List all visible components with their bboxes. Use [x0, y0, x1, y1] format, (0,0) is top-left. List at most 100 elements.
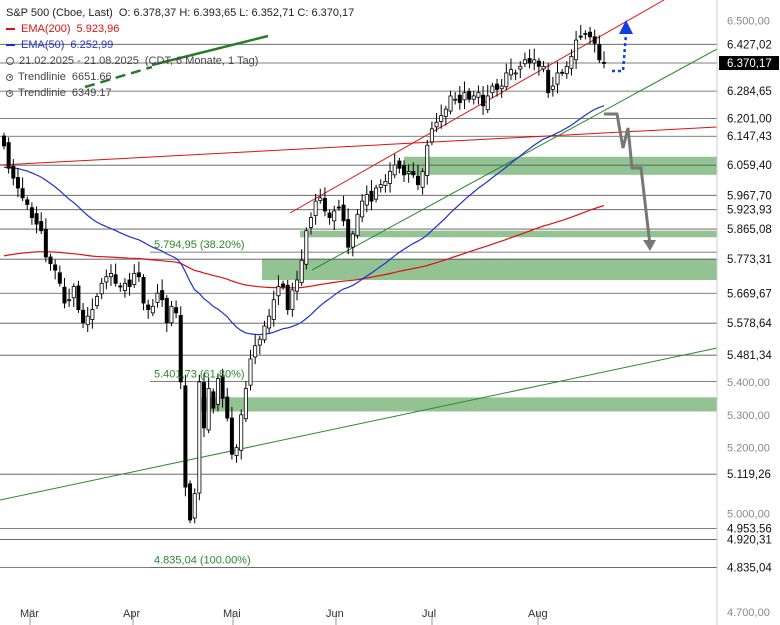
- candle-body: [411, 171, 416, 176]
- candle-body: [564, 65, 569, 74]
- candle-body: [118, 285, 123, 288]
- candle-body: [104, 276, 109, 283]
- candle-body: [192, 493, 197, 519]
- candle-body: [201, 382, 206, 429]
- candle-body: [99, 282, 104, 295]
- candle-body: [499, 85, 504, 90]
- candle-body: [11, 165, 16, 179]
- candle-body: [25, 199, 30, 205]
- candle-body: [215, 378, 220, 405]
- range-note: (CDT, 6 Monate, 1 Tag): [144, 55, 259, 67]
- trendline-icon: [6, 89, 13, 97]
- candle-body: [20, 188, 25, 199]
- price-label: 5.865,08: [727, 224, 772, 236]
- candle-body: [401, 165, 406, 176]
- price-label-box: [719, 560, 779, 575]
- month-label: Jul: [422, 608, 436, 620]
- candle-body: [299, 259, 304, 284]
- candle-body: [304, 230, 309, 265]
- price-label-box: [719, 56, 779, 71]
- candle-body: [453, 98, 458, 101]
- price-label-box: [719, 111, 779, 126]
- price-label-box: [719, 467, 779, 482]
- price-label: 6.059,40: [727, 160, 772, 172]
- candle-body: [341, 204, 346, 222]
- candle-body: [495, 83, 500, 90]
- candle-body: [95, 296, 100, 307]
- candle-body: [457, 94, 462, 103]
- candle-body: [388, 171, 393, 184]
- candle-body: [322, 198, 327, 212]
- ema200-label: EMA(200): [21, 23, 71, 35]
- candle-body: [374, 187, 379, 200]
- candle-body: [429, 128, 434, 143]
- candle-body: [253, 345, 258, 358]
- trend-lines: [0, 0, 718, 501]
- candle-body: [155, 292, 160, 303]
- candle-body: [150, 305, 155, 314]
- candle-body: [76, 285, 81, 310]
- candle-body: [318, 197, 323, 201]
- candle-body: [420, 171, 425, 188]
- price-label: 4.835,04: [727, 563, 772, 575]
- candle-body: [518, 65, 523, 70]
- y-tick-label: 5.300,00: [727, 410, 770, 422]
- month-label: Apr: [123, 608, 140, 620]
- y-tick-label: 4.700,00: [727, 607, 770, 619]
- candle-body: [546, 69, 551, 94]
- candle-body: [2, 135, 7, 147]
- trendline-2-value: 6349.17: [71, 87, 112, 99]
- candle-body: [383, 181, 388, 186]
- ema200-swatch-icon: [6, 28, 15, 30]
- candle-body: [197, 381, 202, 494]
- candle-body: [141, 276, 146, 304]
- candle-body: [378, 184, 383, 188]
- price-label: 5.923,93: [727, 205, 772, 217]
- ema200-value: 5.923,96: [76, 23, 120, 35]
- y-tick-label: 5.000,00: [727, 508, 770, 520]
- candle-body: [34, 213, 39, 225]
- price-label-box: [719, 202, 779, 217]
- price-label-box: [719, 84, 779, 99]
- instrument-title: S&P 500 (Cboe, Last): [6, 7, 113, 19]
- candle-body: [43, 228, 48, 258]
- projection-arrowhead: [643, 240, 656, 251]
- candle-body: [6, 142, 11, 169]
- price-label-box: [719, 129, 779, 144]
- candle-body: [188, 483, 193, 521]
- candle-body: [183, 385, 188, 488]
- candle-body: [281, 283, 286, 287]
- candle-body: [490, 85, 495, 94]
- candle-body: [248, 358, 253, 386]
- drawn-trend-segment: [151, 34, 269, 67]
- month-label: Mär: [20, 608, 39, 620]
- support-zone: [262, 258, 717, 281]
- drawn-trend-dashes: [84, 65, 153, 89]
- ema50-line: [4, 105, 605, 336]
- long-support-trendline: [0, 347, 718, 501]
- candle-body: [57, 272, 62, 284]
- candle-body: [578, 35, 583, 38]
- projection-arrows: [604, 20, 656, 251]
- candle-body: [243, 388, 248, 420]
- upside-arrowhead: [619, 20, 633, 34]
- candle-body: [332, 210, 337, 222]
- price-label: 6.427,02: [727, 39, 772, 51]
- candle-body: [434, 121, 439, 128]
- y-tick-label: 5.200,00: [727, 443, 770, 455]
- price-label-box: [719, 252, 779, 267]
- price-label-box: [719, 158, 779, 173]
- candle-body: [364, 194, 369, 206]
- candle-body: [85, 315, 90, 326]
- price-label: 6.370,17: [727, 58, 772, 70]
- ohlc-readout: O: 6.378,37 H: 6.393,65 L: 6.352,71 C: 6…: [118, 7, 355, 19]
- candle-body: [234, 447, 239, 456]
- fib-label: 5.401,73 (61.80%): [154, 368, 245, 380]
- candle-body: [53, 264, 58, 271]
- horizontal-levels: [0, 43, 717, 569]
- price-label: 6.147,43: [727, 131, 772, 143]
- candle-body: [425, 144, 430, 176]
- time-axis: Mär Apr Mai Jun Jul Aug: [20, 608, 548, 625]
- price-label: 4.920,31: [727, 535, 772, 547]
